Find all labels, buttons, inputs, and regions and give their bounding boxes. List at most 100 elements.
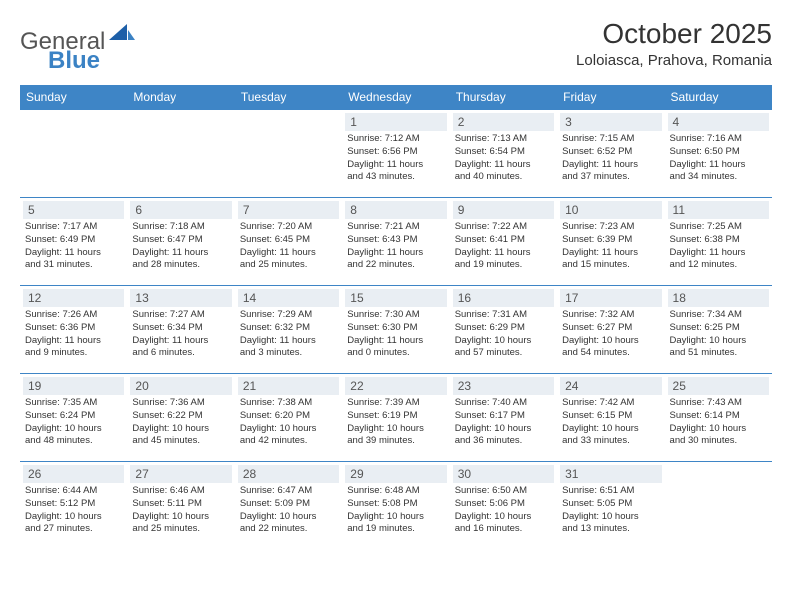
weekday-thursday: Thursday [450, 85, 557, 110]
day-number: 20 [130, 377, 231, 395]
day-info: Sunrise: 7:30 AMSunset: 6:30 PMDaylight:… [345, 309, 446, 360]
day-cell: 6 Sunrise: 7:18 AMSunset: 6:47 PMDaylight… [127, 198, 234, 286]
day-number: 15 [345, 289, 446, 307]
day-info: Sunrise: 7:29 AMSunset: 6:32 PMDaylight:… [238, 309, 339, 360]
day-number: 25 [668, 377, 769, 395]
day-info: Sunrise: 7:17 AMSunset: 6:49 PMDaylight:… [23, 221, 124, 272]
day-info: Sunrise: 7:20 AMSunset: 6:45 PMDaylight:… [238, 221, 339, 272]
day-cell: 15 Sunrise: 7:30 AMSunset: 6:30 PMDayligh… [342, 286, 449, 374]
day-cell: 22 Sunrise: 7:39 AMSunset: 6:19 PMDayligh… [342, 374, 449, 462]
day-info: Sunrise: 6:47 AMSunset: 5:09 PMDaylight:… [238, 485, 339, 536]
day-cell: 18 Sunrise: 7:34 AMSunset: 6:25 PMDayligh… [665, 286, 772, 374]
day-cell: 5 Sunrise: 7:17 AMSunset: 6:49 PMDaylight… [20, 198, 127, 286]
day-info: Sunrise: 7:15 AMSunset: 6:52 PMDaylight:… [560, 133, 661, 184]
day-cell: 2Sunrise: 7:13 AMSunset: 6:54 PMDaylight… [450, 110, 557, 198]
day-info: Sunrise: 7:18 AMSunset: 6:47 PMDaylight:… [130, 221, 231, 272]
logo-text-2: Blue [48, 47, 100, 74]
day-number: 5 [23, 201, 124, 219]
day-cell: 16Sunrise: 7:31 AMSunset: 6:29 PMDayligh… [450, 286, 557, 374]
calendar-row: 26Sunrise: 6:44 AMSunset: 5:12 PMDayligh… [20, 462, 772, 550]
day-number: 1 [345, 113, 446, 131]
day-info: Sunrise: 7:40 AMSunset: 6:17 PMDaylight:… [453, 397, 554, 448]
day-number: 28 [238, 465, 339, 483]
day-info: Sunrise: 6:48 AMSunset: 5:08 PMDaylight:… [345, 485, 446, 536]
day-info: Sunrise: 7:43 AMSunset: 6:14 PMDaylight:… [668, 397, 769, 448]
day-number: 11 [668, 201, 769, 219]
day-number: 10 [560, 201, 661, 219]
day-cell: 13Sunrise: 7:27 AMSunset: 6:34 PMDayligh… [127, 286, 234, 374]
day-number: 17 [560, 289, 661, 307]
day-cell: 10 Sunrise: 7:23 AMSunset: 6:39 PMDayligh… [557, 198, 664, 286]
day-cell: 3 Sunrise: 7:15 AMSunset: 6:52 PMDaylight… [557, 110, 664, 198]
empty-cell [20, 110, 127, 198]
header: General October 2025 Loloiasca, Prahova,… [20, 18, 772, 69]
day-number: 27 [130, 465, 231, 483]
day-info: Sunrise: 7:22 AMSunset: 6:41 PMDaylight:… [453, 221, 554, 272]
day-info: Sunrise: 7:31 AMSunset: 6:29 PMDaylight:… [453, 309, 554, 360]
day-cell: 21Sunrise: 7:38 AMSunset: 6:20 PMDayligh… [235, 374, 342, 462]
day-cell: 12 Sunrise: 7:26 AMSunset: 6:36 PMDayligh… [20, 286, 127, 374]
day-cell: 17 Sunrise: 7:32 AMSunset: 6:27 PMDayligh… [557, 286, 664, 374]
day-number: 6 [130, 201, 231, 219]
day-cell: 14 Sunrise: 7:29 AMSunset: 6:32 PMDayligh… [235, 286, 342, 374]
day-cell: 27 Sunrise: 6:46 AMSunset: 5:11 PMDayligh… [127, 462, 234, 550]
weekday-tuesday: Tuesday [235, 85, 342, 110]
day-info: Sunrise: 7:16 AMSunset: 6:50 PMDaylight:… [668, 133, 769, 184]
day-info: Sunrise: 7:32 AMSunset: 6:27 PMDaylight:… [560, 309, 661, 360]
header-right: October 2025 Loloiasca, Prahova, Romania [576, 18, 772, 69]
calendar-row: 1Sunrise: 7:12 AMSunset: 6:56 PMDaylight… [20, 110, 772, 198]
day-number: 9 [453, 201, 554, 219]
day-info: Sunrise: 7:23 AMSunset: 6:39 PMDaylight:… [560, 221, 661, 272]
day-cell: 29 Sunrise: 6:48 AMSunset: 5:08 PMDayligh… [342, 462, 449, 550]
day-cell: 7 Sunrise: 7:20 AMSunset: 6:45 PMDaylight… [235, 198, 342, 286]
day-info: Sunrise: 6:50 AMSunset: 5:06 PMDaylight:… [453, 485, 554, 536]
day-number: 14 [238, 289, 339, 307]
day-info: Sunrise: 7:25 AMSunset: 6:38 PMDaylight:… [668, 221, 769, 272]
weekday-monday: Monday [127, 85, 234, 110]
day-number: 31 [560, 465, 661, 483]
day-number: 7 [238, 201, 339, 219]
day-number: 3 [560, 113, 661, 131]
weekday-saturday: Saturday [665, 85, 772, 110]
day-number: 18 [668, 289, 769, 307]
day-number: 29 [345, 465, 446, 483]
month-title: October 2025 [576, 18, 772, 50]
day-info: Sunrise: 7:39 AMSunset: 6:19 PMDaylight:… [345, 397, 446, 448]
day-number: 4 [668, 113, 769, 131]
calendar-row: 5 Sunrise: 7:17 AMSunset: 6:49 PMDaylight… [20, 198, 772, 286]
day-cell: 1Sunrise: 7:12 AMSunset: 6:56 PMDaylight… [342, 110, 449, 198]
day-cell: 24 Sunrise: 7:42 AMSunset: 6:15 PMDayligh… [557, 374, 664, 462]
day-number: 22 [345, 377, 446, 395]
day-info: Sunrise: 7:13 AMSunset: 6:54 PMDaylight:… [453, 133, 554, 184]
day-info: Sunrise: 7:36 AMSunset: 6:22 PMDaylight:… [130, 397, 231, 448]
calendar-row: 12 Sunrise: 7:26 AMSunset: 6:36 PMDayligh… [20, 286, 772, 374]
day-number: 21 [238, 377, 339, 395]
day-number: 12 [23, 289, 124, 307]
weekday-friday: Friday [557, 85, 664, 110]
day-info: Sunrise: 6:46 AMSunset: 5:11 PMDaylight:… [130, 485, 231, 536]
day-cell: 9 Sunrise: 7:22 AMSunset: 6:41 PMDaylight… [450, 198, 557, 286]
logo-line2-wrap: Blue [48, 47, 108, 75]
empty-cell [127, 110, 234, 198]
day-cell: 26Sunrise: 6:44 AMSunset: 5:12 PMDayligh… [20, 462, 127, 550]
day-cell: 4 Sunrise: 7:16 AMSunset: 6:50 PMDaylight… [665, 110, 772, 198]
day-number: 23 [453, 377, 554, 395]
day-info: Sunrise: 7:26 AMSunset: 6:36 PMDaylight:… [23, 309, 124, 360]
day-number: 24 [560, 377, 661, 395]
weekday-sunday: Sunday [20, 85, 127, 110]
empty-cell [665, 462, 772, 550]
day-cell: 25 Sunrise: 7:43 AMSunset: 6:14 PMDayligh… [665, 374, 772, 462]
day-number: 8 [345, 201, 446, 219]
weekday-wednesday: Wednesday [342, 85, 449, 110]
day-cell: 19Sunrise: 7:35 AMSunset: 6:24 PMDayligh… [20, 374, 127, 462]
day-number: 26 [23, 465, 124, 483]
calendar-row: 19Sunrise: 7:35 AMSunset: 6:24 PMDayligh… [20, 374, 772, 462]
weekday-header-row: Sunday Monday Tuesday Wednesday Thursday… [20, 85, 772, 110]
day-info: Sunrise: 7:21 AMSunset: 6:43 PMDaylight:… [345, 221, 446, 272]
day-cell: 28 Sunrise: 6:47 AMSunset: 5:09 PMDayligh… [235, 462, 342, 550]
day-cell: 11 Sunrise: 7:25 AMSunset: 6:38 PMDayligh… [665, 198, 772, 286]
day-number: 30 [453, 465, 554, 483]
day-cell: 23 Sunrise: 7:40 AMSunset: 6:17 PMDayligh… [450, 374, 557, 462]
day-info: Sunrise: 7:42 AMSunset: 6:15 PMDaylight:… [560, 397, 661, 448]
day-info: Sunrise: 7:34 AMSunset: 6:25 PMDaylight:… [668, 309, 769, 360]
